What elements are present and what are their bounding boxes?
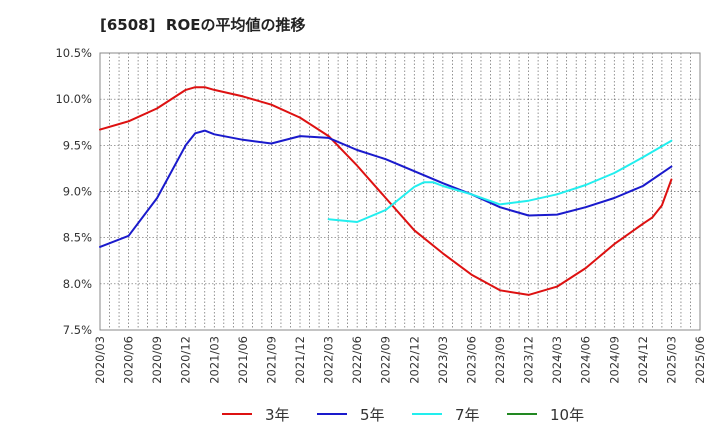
x-tick-label: 2025/03 [664,336,678,384]
x-tick-label: 2020/09 [150,336,164,384]
x-tick-label: 2024/03 [550,336,564,384]
x-tick-label: 2023/09 [493,336,507,384]
x-tick-label: 2023/03 [436,336,450,384]
series-line-1 [99,86,673,296]
x-tick-label: 2024/12 [636,336,650,384]
x-tick-label: 2021/12 [293,336,307,384]
y-tick-label: 9.0% [63,185,92,199]
x-tick-label: 2023/12 [522,336,536,384]
x-tick-label: 2020/06 [122,336,136,384]
y-tick-label: 9.5% [63,138,92,152]
x-tick-label: 2025/06 [693,336,707,384]
x-tick-label: 2022/03 [322,336,336,384]
x-tick-label: 2021/06 [236,336,250,384]
y-tick-label: 8.5% [63,231,92,245]
x-tick-label: 2024/06 [579,336,593,384]
plot-frame [99,52,701,331]
x-tick-label: 2023/06 [464,336,478,384]
series-line-3 [327,139,673,223]
x-tick-label: 2022/06 [350,336,364,384]
chart-title: [6508] ROEの平均値の推移 [100,16,306,34]
y-tick-label: 10.0% [55,92,92,106]
x-tick-label: 2022/09 [379,336,393,384]
x-tick-label: 2022/12 [407,336,421,384]
x-tick-label: 2021/09 [264,336,278,384]
y-tick-label: 10.5% [55,46,92,60]
y-tick-label: 8.0% [63,277,92,291]
legend-label-2: 5年 [360,406,385,424]
legend-label-3: 7年 [455,406,480,424]
x-tick-label: 2024/09 [607,336,621,384]
legend-label-1: 3年 [265,406,290,424]
x-tick-label: 2021/03 [207,336,221,384]
legend-label-4: 10年 [550,406,584,424]
series-line-2 [99,129,673,248]
x-tick-label: 2020/03 [93,336,107,384]
y-tick-label: 7.5% [63,323,92,337]
x-tick-label: 2020/12 [179,336,193,384]
